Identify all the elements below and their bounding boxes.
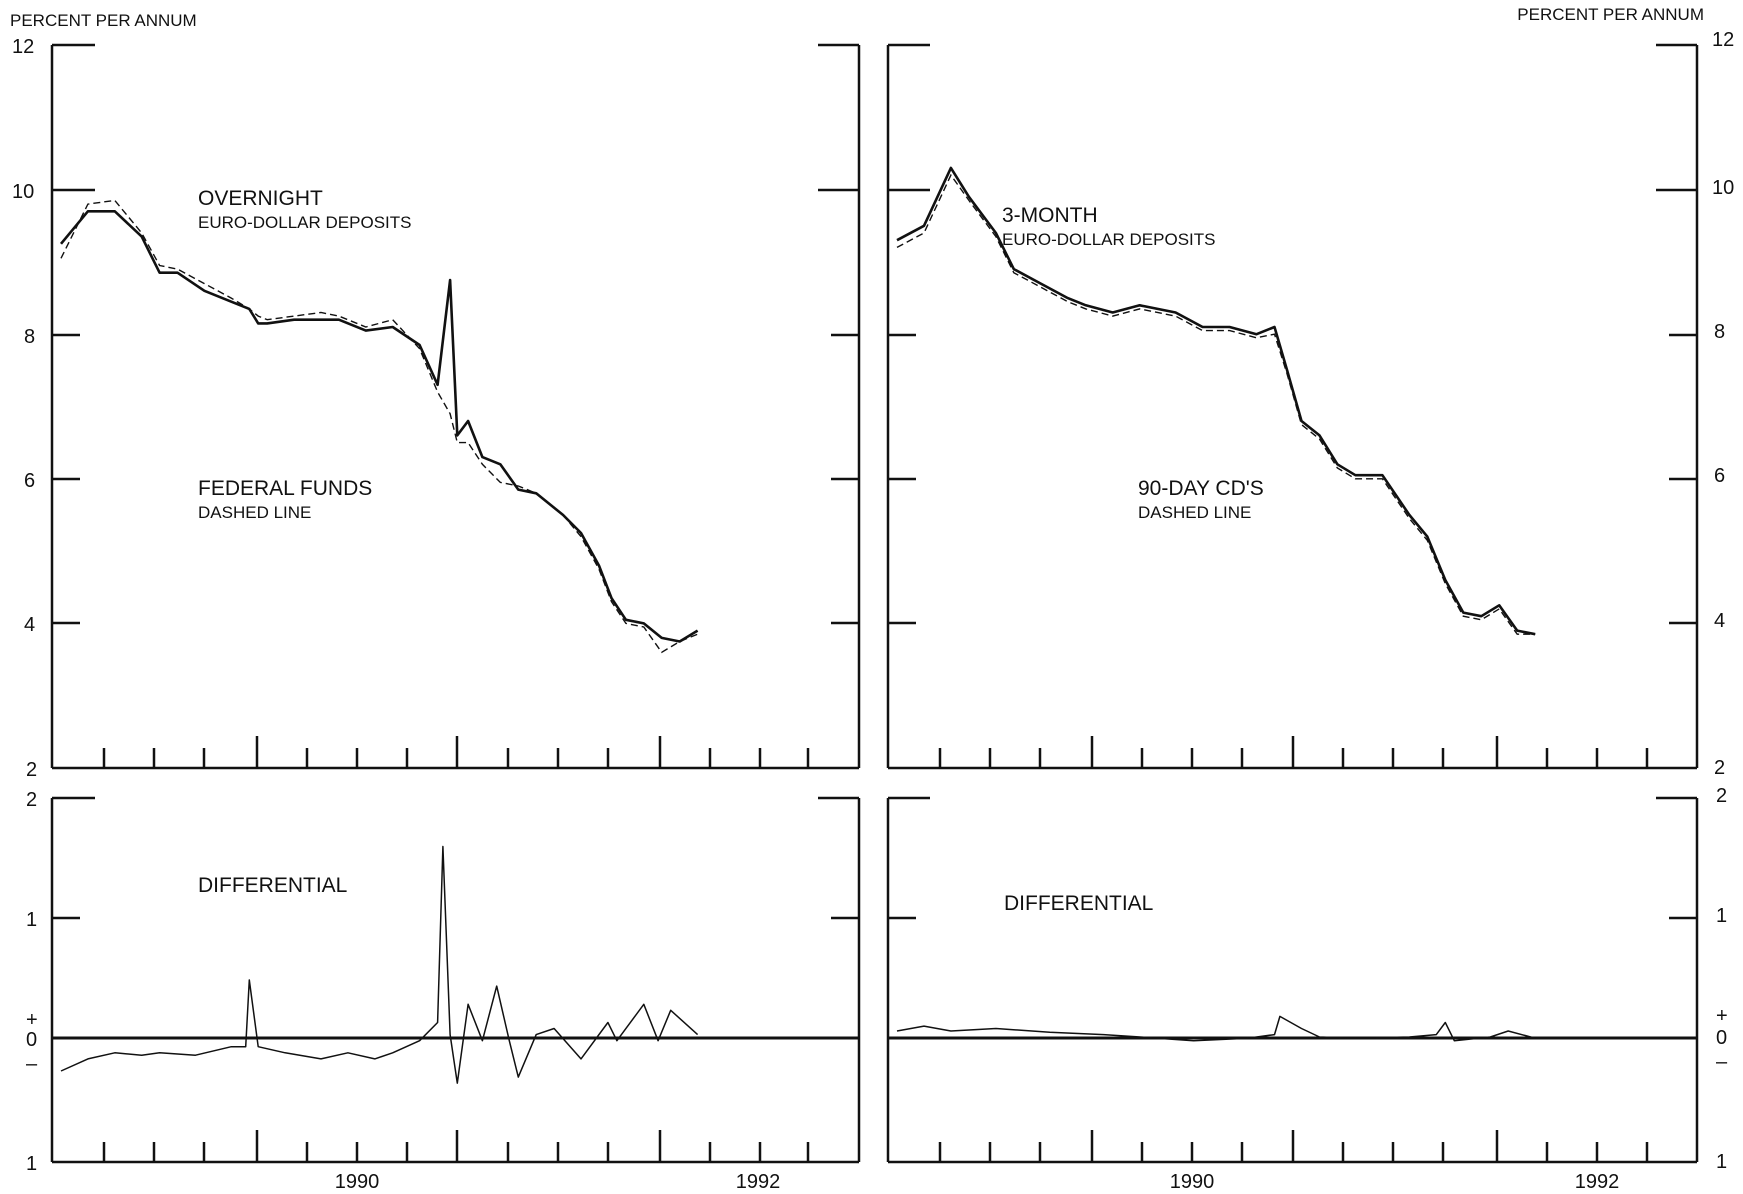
y-tick-label: 4 xyxy=(24,614,35,636)
y-sign-plus: + xyxy=(26,1009,38,1031)
y-tick-label: 1 xyxy=(1716,1151,1727,1173)
differential-line xyxy=(60,845,699,1084)
y-tick-label: 2 xyxy=(1714,757,1725,779)
panel-label: DIFFERENTIAL xyxy=(1004,892,1153,915)
y-tick-label: 1 xyxy=(26,909,37,931)
x-tick-label: 1992 xyxy=(1575,1171,1620,1193)
y-tick-label: 8 xyxy=(1714,321,1725,343)
x-ticks-lower-right xyxy=(938,1130,1649,1162)
euro-dollar-line xyxy=(59,210,699,643)
y-tick-label: 2 xyxy=(1716,785,1727,807)
x-tick-label: 1992 xyxy=(736,1171,781,1193)
panel-label: EURO-DOLLAR DEPOSITS xyxy=(198,213,412,232)
y-tick-label: 1 xyxy=(26,1153,37,1175)
x-tick-label: 1990 xyxy=(1170,1171,1215,1193)
panel-lower-left: 2 1 + 0 – 1 DIFFERENTIAL 1990 1992 xyxy=(26,789,861,1193)
y-tick-label: 6 xyxy=(1714,465,1725,487)
y-tick-label: 8 xyxy=(24,326,35,348)
dashed-series-line xyxy=(896,173,1536,635)
x-tick-label: 1990 xyxy=(335,1171,380,1193)
panel-label: OVERNIGHT xyxy=(198,187,323,210)
y-tick-label: 12 xyxy=(1712,29,1734,51)
plot-area-upper-left xyxy=(59,199,699,654)
unit-label-left: PERCENT PER ANNUM xyxy=(10,11,197,30)
panel-label: DASHED LINE xyxy=(1138,503,1251,522)
panel-label: FEDERAL FUNDS xyxy=(198,477,372,500)
y-ticks-left xyxy=(52,188,859,625)
panel-label: DASHED LINE xyxy=(198,503,311,522)
y-sign-plus: + xyxy=(1716,1005,1728,1027)
panel-upper-left: 12 10 8 6 4 2 OVERNIGHT EURO-DOLLAR DEPO… xyxy=(12,36,861,781)
panel-label: DIFFERENTIAL xyxy=(198,874,347,897)
plot-area-lower-right xyxy=(896,1015,1536,1042)
x-ticks-upper-left xyxy=(102,736,810,768)
y-tick-label: 0 xyxy=(26,1029,37,1051)
y-tick-label: 0 xyxy=(1716,1027,1727,1049)
differential-line xyxy=(896,1015,1536,1042)
unit-label-right: PERCENT PER ANNUM xyxy=(1517,5,1704,24)
x-ticks-lower-left xyxy=(102,1130,810,1162)
y-sign-minus: – xyxy=(26,1053,38,1075)
y-tick-label: 10 xyxy=(1712,177,1734,199)
panel-upper-right: 12 10 8 6 4 2 3-MONTH EURO-DOLLAR DEPOSI… xyxy=(886,29,1734,779)
euro-dollar-line xyxy=(896,166,1536,636)
x-ticks-upper-right xyxy=(938,736,1649,768)
y-tick-label: 2 xyxy=(26,759,37,781)
y-tick-label: 6 xyxy=(24,470,35,492)
panel-label: 90-DAY CD'S xyxy=(1138,477,1264,500)
panel-label: 3-MONTH xyxy=(1002,204,1098,227)
y-ticks-upper-right xyxy=(888,188,1697,625)
panel-label: EURO-DOLLAR DEPOSITS xyxy=(1002,230,1216,249)
y-tick-label: 10 xyxy=(12,181,34,203)
y-tick-label: 2 xyxy=(26,789,37,811)
plot-area-lower-left xyxy=(60,845,699,1084)
plot-area-upper-right xyxy=(896,166,1536,636)
y-tick-label: 12 xyxy=(12,36,34,58)
y-tick-label: 4 xyxy=(1714,610,1725,632)
panel-lower-right: 2 1 + 0 – 1 DIFFERENTIAL 1990 1992 xyxy=(886,785,1728,1193)
y-tick-label: 1 xyxy=(1716,905,1727,927)
dashed-series-line xyxy=(60,199,698,654)
y-sign-minus: – xyxy=(1716,1051,1728,1073)
